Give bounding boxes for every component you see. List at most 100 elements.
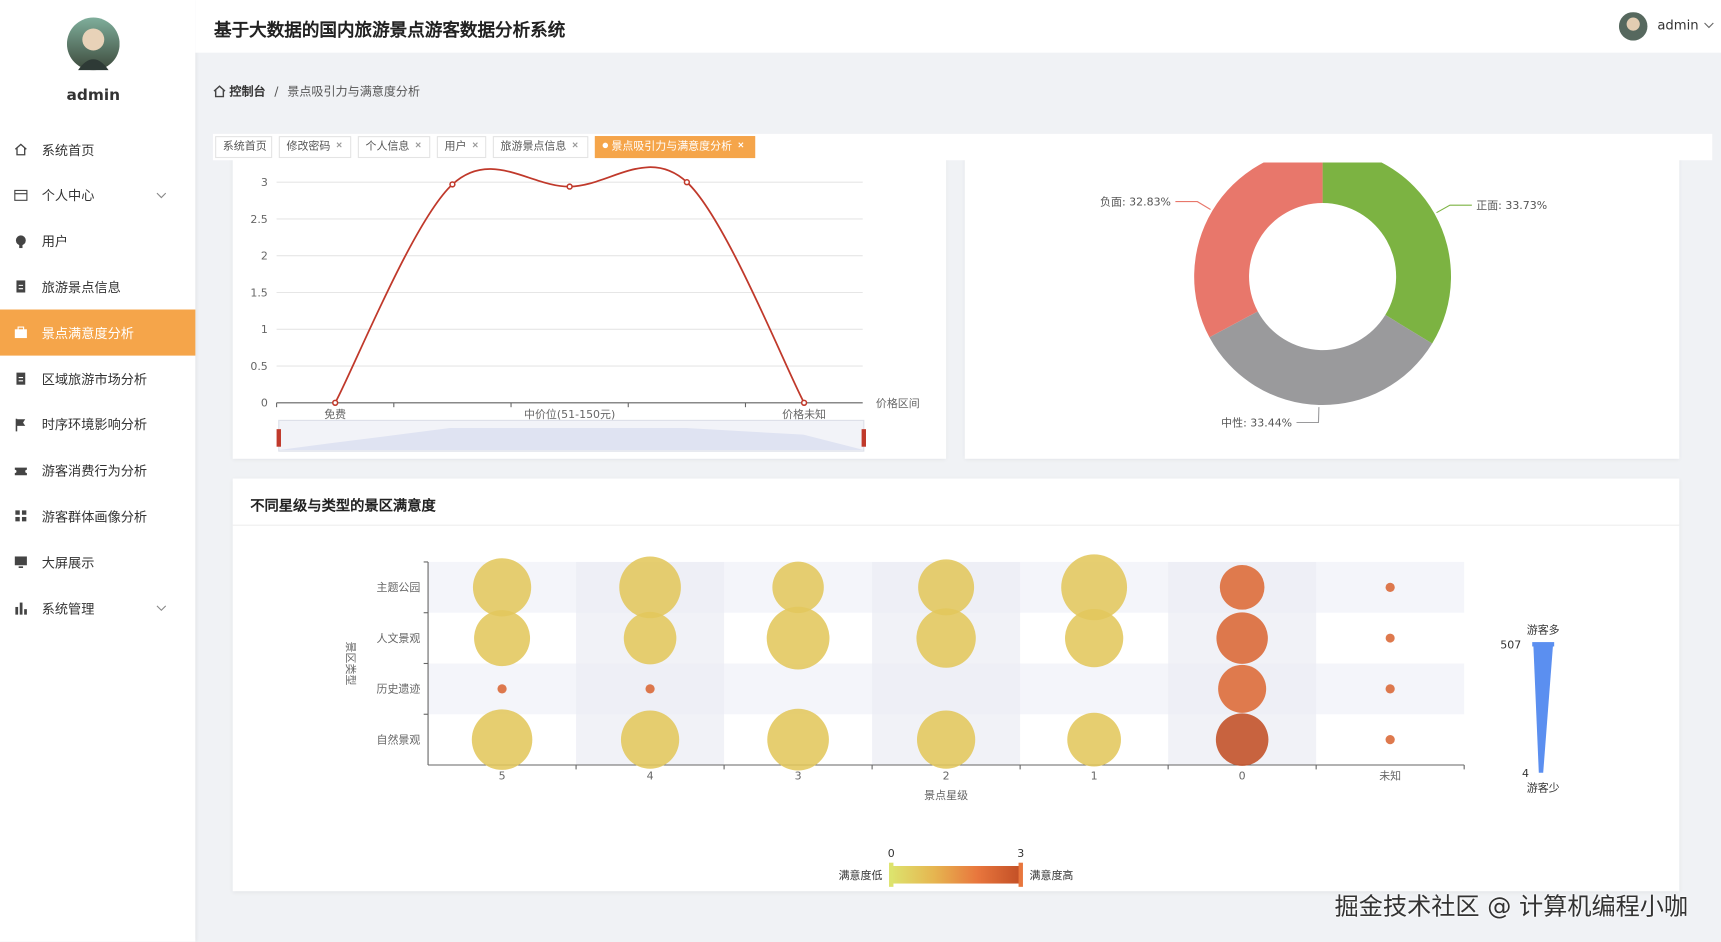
menu-label: 时序环境影响分析 — [41, 417, 148, 433]
bubble — [620, 710, 680, 769]
size-handle — [1532, 642, 1555, 647]
menu-label: 旅游景点信息 — [41, 279, 121, 296]
pie-label: 负面: 32.83% — [1100, 194, 1171, 208]
app-title: 基于大数据的国内旅游景点游客数据分析系统 — [214, 19, 566, 41]
zoom-handle — [276, 429, 281, 447]
bubble — [1065, 608, 1124, 668]
menu-item[interactable]: 系统首页 — [0, 126, 195, 172]
tab-label: 修改密码 — [286, 140, 331, 153]
bubble — [623, 611, 677, 665]
tab[interactable]: 修改密码 — [278, 136, 352, 159]
menu-item[interactable]: 用户 — [0, 218, 195, 264]
bubble — [916, 608, 976, 668]
x-tick-label: 未知 — [1379, 768, 1401, 782]
point — [683, 179, 691, 186]
menu-icon — [15, 234, 26, 248]
point — [449, 181, 456, 188]
bubble — [767, 708, 829, 771]
menu-item[interactable]: 景点满意度分析 — [0, 309, 196, 356]
header: 基于大数据的国内旅游景点游客数据分析系统 admin — [195, 0, 1721, 53]
line-card — [232, 153, 947, 459]
y-tick-label: 0 — [261, 397, 268, 410]
tab-label: 用户 — [444, 140, 467, 153]
x-tick-label: 0 — [1239, 769, 1246, 782]
label-line — [1296, 407, 1320, 424]
bubble — [474, 610, 531, 667]
active-dot — [602, 142, 609, 149]
sidebar-user: admin — [66, 86, 121, 105]
menu-icon — [15, 602, 27, 615]
tab[interactable]: 景点吸引力与满意度分析 — [594, 136, 756, 159]
menu-icon — [15, 510, 27, 522]
bubble — [918, 559, 975, 616]
x-axis-name: 景点星级 — [924, 789, 968, 802]
bubble — [1218, 664, 1267, 713]
size-scale — [1533, 644, 1554, 773]
x-tick-label: 2 — [943, 769, 950, 782]
tab-close[interactable] — [736, 140, 745, 149]
tab-label: 个人信息 — [365, 140, 410, 153]
x-tick-label: 价格未知 — [782, 407, 826, 421]
header-user[interactable]: admin — [1657, 17, 1699, 33]
tab[interactable]: 系统首页 — [215, 136, 273, 159]
menu-item[interactable]: 大屏展示 — [0, 539, 195, 585]
x-tick-label: 免费 — [324, 407, 346, 421]
size-min: 4 — [1522, 767, 1529, 780]
bubble — [1219, 565, 1265, 610]
menu-item[interactable]: 区域旅游市场分析 — [0, 356, 195, 402]
menu-icon — [14, 467, 27, 475]
menu-item[interactable]: 时序环境影响分析 — [0, 401, 195, 447]
point — [332, 399, 339, 406]
bubble — [1061, 554, 1128, 621]
watermark: 掘金技术社区 @ 计算机编程小咖 — [1334, 893, 1689, 921]
tab-close[interactable] — [414, 140, 423, 149]
avatar — [66, 17, 120, 71]
color-min: 0 — [888, 847, 895, 860]
menu-item[interactable]: 游客群体画像分析 — [0, 493, 195, 539]
menu-label: 游客群体画像分析 — [41, 509, 148, 525]
x-tick-label: 5 — [499, 769, 506, 782]
bubble — [1385, 735, 1395, 745]
menu-icon — [14, 143, 27, 156]
pie-slice — [1209, 311, 1433, 406]
color-high-text: 满意度高 — [1030, 868, 1074, 882]
size-low-text: 游客少 — [1527, 780, 1560, 794]
size-max: 507 — [1500, 639, 1521, 652]
y-tick-label: 3 — [261, 176, 268, 189]
bubble — [772, 561, 824, 614]
sidebar: admin 系统首页 个人中心 用户旅游景点信息 景点满意度分析区域旅游市场分析时序环… — [0, 0, 196, 942]
tab[interactable]: 个人信息 — [357, 136, 431, 159]
expand-arrow — [156, 605, 167, 612]
menu-icon — [14, 326, 27, 339]
y-tick-label: 0.5 — [250, 360, 267, 373]
y-tick-label: 2.5 — [250, 213, 267, 226]
tab-close[interactable] — [335, 140, 344, 149]
label-line — [1175, 201, 1211, 210]
menu-item[interactable]: 系统管理 — [0, 585, 195, 631]
header-avatar[interactable] — [1618, 12, 1648, 41]
menu-icon — [16, 280, 26, 293]
pie-label: 正面: 33.73% — [1476, 199, 1547, 212]
label-line — [1436, 204, 1472, 214]
tab-close[interactable] — [571, 140, 580, 149]
tab[interactable]: 旅游景点信息 — [492, 136, 589, 159]
home-icon — [213, 85, 226, 98]
color-scale — [891, 865, 1021, 884]
bubble — [471, 709, 533, 770]
tab[interactable]: 用户 — [436, 136, 487, 159]
divider — [232, 524, 1680, 526]
tab-label: 旅游景点信息 — [500, 140, 567, 153]
y-tick-label: 2 — [261, 250, 268, 263]
menu-item[interactable]: 游客消费行为分析 — [0, 447, 195, 493]
menu-item[interactable]: 个人中心 — [0, 172, 195, 218]
tab-close[interactable] — [471, 140, 480, 149]
zoom-preview — [278, 428, 864, 451]
bubble — [497, 684, 507, 694]
menu-item[interactable]: 旅游景点信息 — [0, 264, 195, 310]
menu-label: 景点满意度分析 — [41, 325, 134, 342]
pie-card — [964, 153, 1680, 459]
breadcrumb-home[interactable]: 控制台 — [229, 84, 266, 99]
menu-icon — [16, 372, 26, 385]
